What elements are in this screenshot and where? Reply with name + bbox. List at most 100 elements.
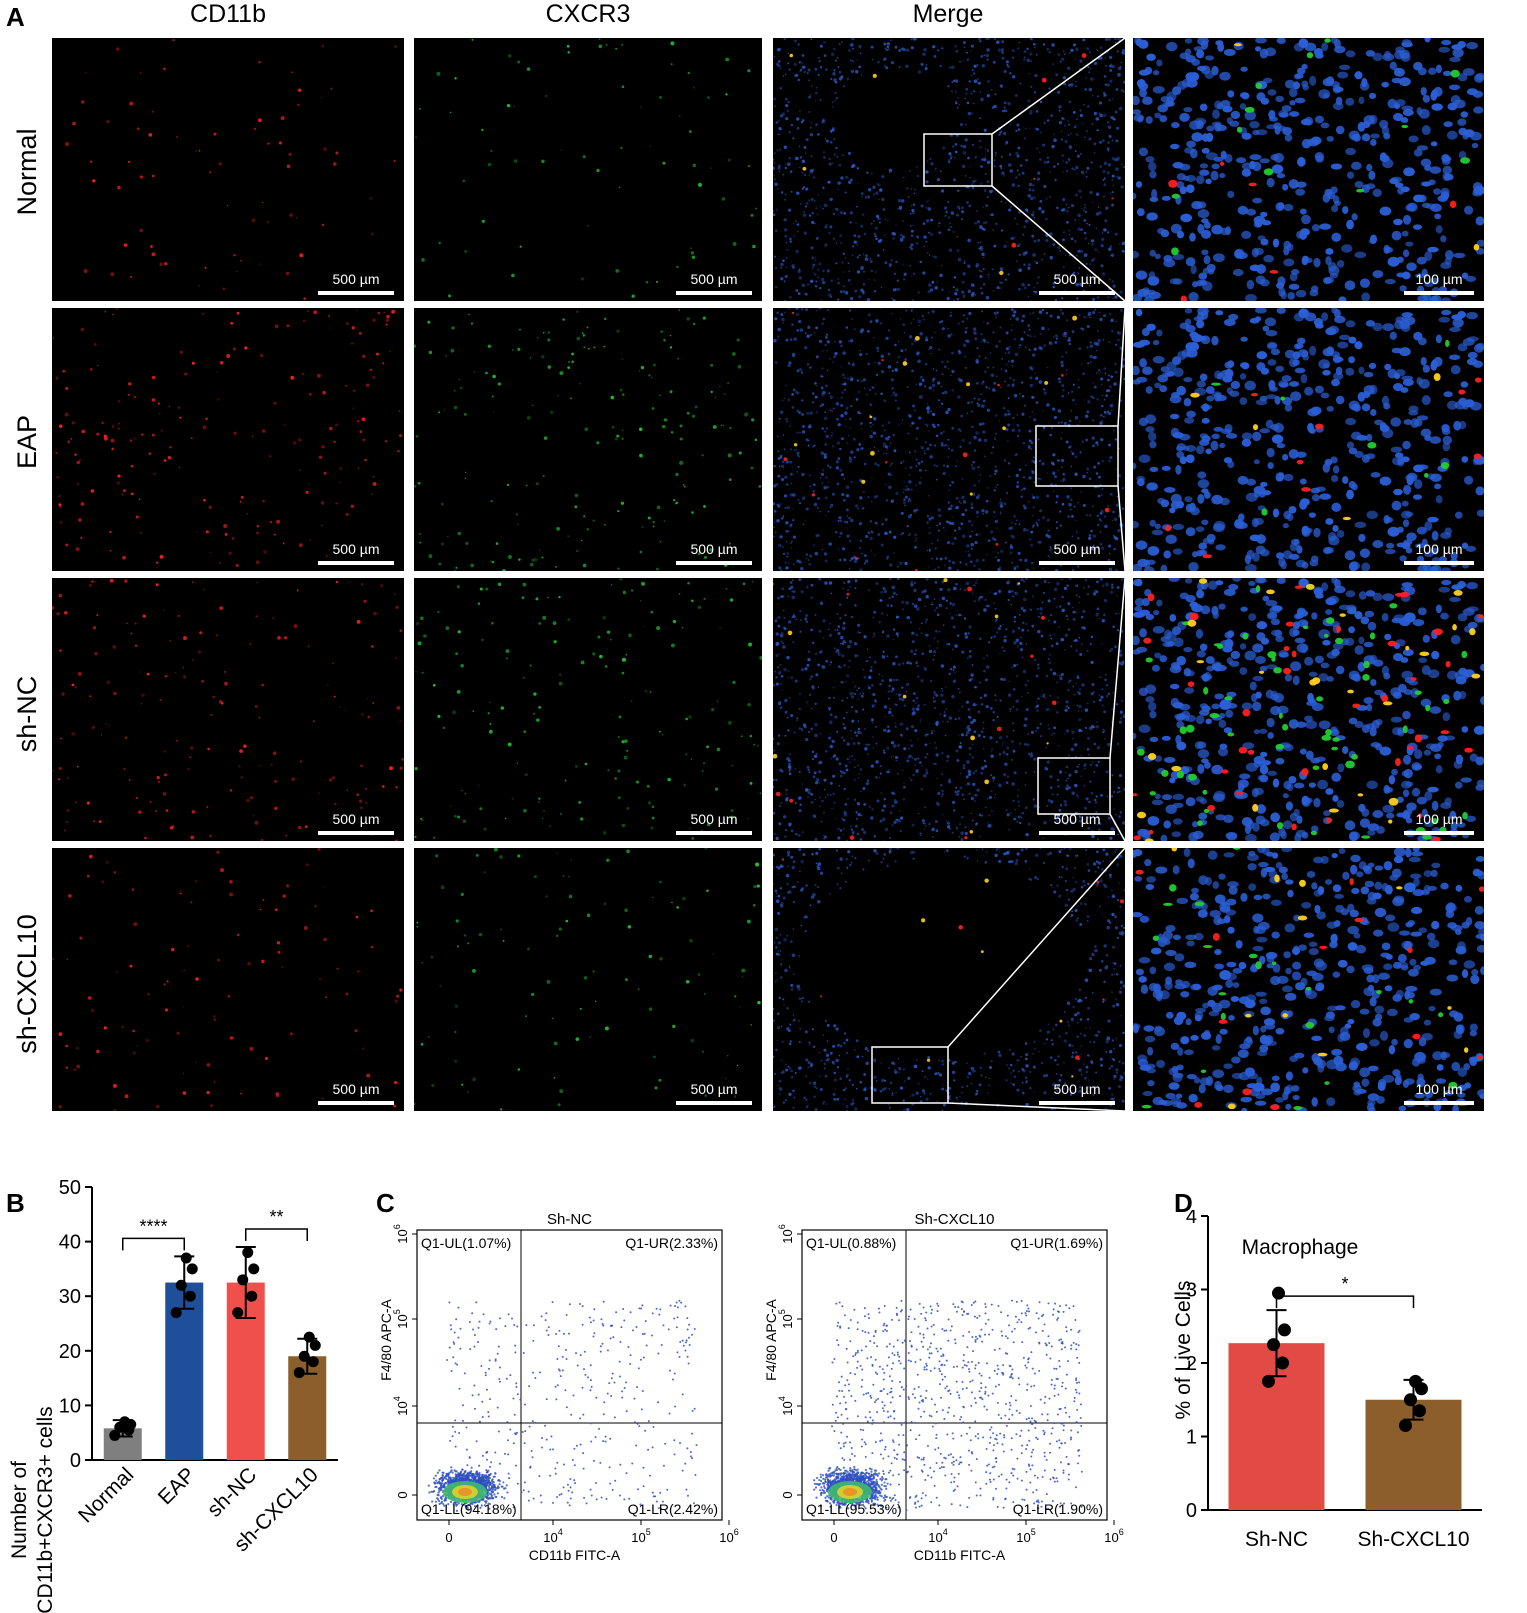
panel-b-point <box>186 1263 198 1275</box>
panel-b-point <box>307 1356 319 1368</box>
scale-bar <box>1404 831 1474 835</box>
scale-bar-label: 500 µm <box>332 811 380 827</box>
scale-bar <box>1404 561 1474 565</box>
panel-b-y-tick-label: 30 <box>59 1286 81 1308</box>
scale-bar <box>1404 291 1474 295</box>
x-tick-label: 0 <box>830 1530 837 1545</box>
quadrant-ll-label: Q1-LL(95.53%) <box>806 1501 902 1517</box>
scale-bar-label: 500 µm <box>332 541 380 557</box>
panel-b-point <box>119 1416 131 1428</box>
panel-c-letter: C <box>376 1188 395 1218</box>
panel-d-title: Macrophage <box>1242 1236 1359 1259</box>
scale-bar <box>1039 291 1115 295</box>
micrograph-normal-cd11b: 500 µm <box>52 38 404 301</box>
scale-bar <box>676 1101 752 1105</box>
column-title-cxcr3: CXCR3 <box>545 0 631 28</box>
quadrant-ur-label: Q1-UR(1.69%) <box>1010 1235 1103 1251</box>
panel-d-point <box>1276 1356 1289 1370</box>
scale-bar-label: 500 µm <box>690 271 738 287</box>
micrograph-eap-cxcr3: 500 µm <box>414 308 762 571</box>
y-tick-label: 105 <box>392 1309 410 1328</box>
scale-bar-label: 500 µm <box>690 541 738 557</box>
y-tick-label: 104 <box>777 1396 795 1415</box>
x-tick-label: 106 <box>719 1527 738 1545</box>
micrograph-sh-cxcl10-cxcr3: 500 µm <box>414 848 762 1111</box>
flow-plot-0: Sh-NC Q1-UL(1.07%) Q1-UR(2.33%) Q1-LL(94.18… <box>378 1211 739 1563</box>
panel-b-point <box>293 1367 305 1379</box>
flow-x-axis-label: CD11b FITC-A <box>914 1547 1006 1563</box>
scale-bar <box>676 561 752 565</box>
x-tick-label: 105 <box>1016 1527 1035 1545</box>
y-tick-label: 105 <box>777 1309 795 1328</box>
panel-d-point <box>1278 1323 1291 1337</box>
y-tick-label: 104 <box>392 1396 410 1415</box>
scale-bar-label: 500 µm <box>690 1081 738 1097</box>
micrograph-eap-merge: 500 µm <box>773 308 1125 571</box>
scale-bar-label: 500 µm <box>1053 541 1101 557</box>
y-tick-label: 106 <box>777 1224 795 1243</box>
panel-d-letter: D <box>1174 1188 1193 1218</box>
panel-b-point <box>242 1247 254 1259</box>
quadrant-ul-label: Q1-UL(0.88%) <box>806 1235 896 1251</box>
panel-d-y-tick-label: 0 <box>1186 1500 1197 1522</box>
micrograph-sh-cxcl10-cd11b: 500 µm <box>52 848 404 1111</box>
panel-b-point <box>170 1307 182 1319</box>
flow-y-axis-label: F4/80 APC-A <box>763 1298 779 1380</box>
panel-b-point <box>303 1331 315 1343</box>
panel-b-point <box>109 1429 121 1441</box>
panel-b-bar-chart: Number of CD11b+CXCR3+ cells 0 10 20 30 40 50… <box>8 1177 338 1613</box>
flow-x-axis-label: CD11b FITC-A <box>529 1547 621 1563</box>
zoom-box-sh-cxcl10 <box>871 847 1126 1112</box>
panel-b-category-label-2: sh-NC <box>203 1463 261 1521</box>
micrograph-normal-cxcr3: 500 µm <box>414 38 762 301</box>
panel-b-y-tick-label: 20 <box>59 1341 81 1363</box>
micrograph-sh-nc-cxcr3: 500 µm <box>414 578 762 841</box>
scale-bar <box>318 831 394 835</box>
scale-bar <box>1039 561 1115 565</box>
panel-d-point <box>1399 1418 1412 1432</box>
panel-b-category-label-1: EAP <box>154 1463 200 1509</box>
scale-bar-label: 100 µm <box>1415 271 1463 287</box>
panel-d-point <box>1404 1393 1417 1407</box>
panel-d-y-tick-label: 4 <box>1186 1210 1197 1228</box>
column-title-merge: Merge <box>912 0 984 28</box>
scale-bar <box>1039 1101 1115 1105</box>
zoom-box-normal <box>923 37 1126 302</box>
panel-b-y-tick-label: 40 <box>59 1232 81 1254</box>
panel-d-point <box>1409 1374 1422 1388</box>
panel-b-significance-bracket <box>245 1228 308 1242</box>
micrograph-normal-zoom: 100 µm <box>1133 38 1484 301</box>
panel-d-ylabel: % of Live Cells <box>1172 1281 1195 1420</box>
panel-a-letter: A <box>6 2 25 32</box>
micrograph-sh-nc-cd11b: 500 µm <box>52 578 404 841</box>
scale-bar-label: 500 µm <box>690 811 738 827</box>
panel-d-y-tick-label: 1 <box>1186 1427 1197 1449</box>
panel-d-significance-label: * <box>1341 1274 1348 1294</box>
panel-b-letter: B <box>6 1188 25 1218</box>
scale-bar <box>676 831 752 835</box>
x-tick-label: 104 <box>543 1527 562 1545</box>
quadrant-ll-label: Q1-LL(94.18%) <box>421 1501 517 1517</box>
panel-b-category-label-0: Normal <box>74 1463 138 1527</box>
panel-b-point <box>175 1279 187 1291</box>
quadrant-ur-label: Q1-UR(2.33%) <box>625 1235 718 1251</box>
flow-y-axis-label: F4/80 APC-A <box>378 1298 394 1380</box>
flow-dots <box>427 1299 698 1512</box>
scale-bar-label: 100 µm <box>1415 541 1463 557</box>
micrograph-eap-zoom: 100 µm <box>1133 308 1484 571</box>
panel-b-point <box>309 1339 321 1351</box>
x-tick-label: 105 <box>631 1527 650 1545</box>
panel-b-point <box>232 1307 244 1319</box>
panel-b-point <box>184 1290 196 1302</box>
y-tick-label: 0 <box>780 1491 795 1498</box>
scale-bar-label: 500 µm <box>332 1081 380 1097</box>
panel-b-point <box>180 1252 192 1264</box>
panel-d-category-label-0: Sh-NC <box>1245 1528 1308 1551</box>
micrograph-sh-nc-merge: 500 µm <box>773 578 1125 841</box>
micrograph-sh-cxcl10-merge: 500 µm <box>773 848 1125 1111</box>
panel-b-point <box>248 1263 260 1275</box>
flow-plot-1: Sh-CXCL10 Q1-UL(0.88%) Q1-UR(1.69%) Q1-LL(9… <box>763 1211 1124 1563</box>
scale-bar <box>318 561 394 565</box>
scale-bar <box>1039 831 1115 835</box>
panel-b-ylabel-line2: CD11b+CXCR3+ cells <box>34 1406 57 1613</box>
